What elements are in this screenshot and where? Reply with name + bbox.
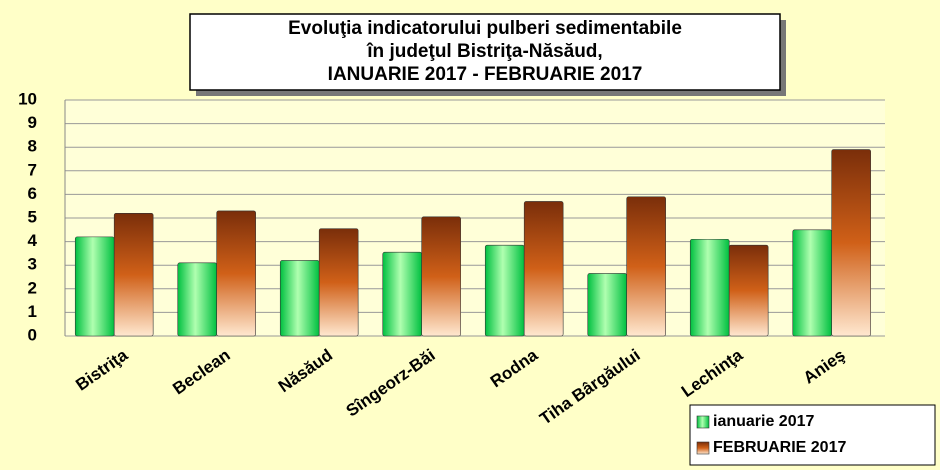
chart-title: Evoluţia indicatorului pulberi sedimenta… [288, 18, 682, 39]
y-tick-label: 4 [28, 231, 38, 250]
bar [216, 210, 256, 337]
bar [279, 260, 320, 337]
bar [523, 201, 564, 337]
bar [177, 262, 218, 337]
bar [421, 216, 461, 337]
bar [484, 244, 525, 337]
legend-label: ianuarie 2017 [713, 413, 815, 430]
y-tick-label: 1 [28, 302, 37, 321]
bar [728, 244, 769, 337]
bar [626, 196, 666, 337]
y-tick-label: 5 [28, 207, 37, 226]
bar [792, 229, 833, 337]
bar [113, 212, 154, 337]
chart-title: IANUARIE 2017 - FEBRUARIE 2017 [328, 64, 643, 85]
legend-label: FEBRUARIE 2017 [713, 439, 846, 456]
legend-swatch [696, 441, 710, 455]
legend-swatch [696, 415, 710, 429]
y-tick-label: 10 [18, 89, 37, 108]
bar [318, 228, 359, 337]
chart-title: în judeţul Bistriţa-Năsăud, [366, 41, 602, 62]
legend-box [689, 404, 936, 466]
title-box [189, 13, 781, 91]
y-tick-label: 2 [28, 278, 37, 297]
bar [831, 149, 871, 337]
y-tick-label: 8 [28, 137, 37, 156]
y-tick-label: 6 [28, 184, 37, 203]
bar [587, 273, 628, 337]
bar [382, 251, 423, 337]
y-tick-label: 0 [28, 325, 37, 344]
bar [689, 238, 730, 337]
bar [74, 236, 115, 337]
y-tick-label: 3 [28, 255, 37, 274]
y-tick-label: 9 [28, 113, 37, 132]
y-tick-label: 7 [28, 160, 37, 179]
